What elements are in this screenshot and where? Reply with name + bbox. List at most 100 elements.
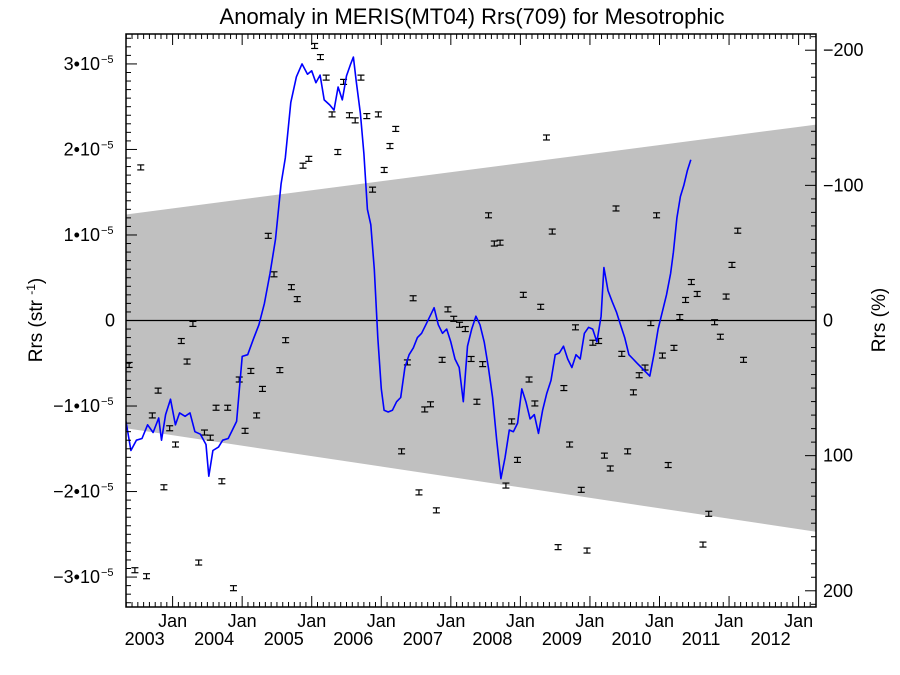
x-tick-label-month: Jan: [645, 611, 674, 631]
data-point: [282, 337, 290, 344]
data-point: [716, 333, 724, 340]
x-tick-label-year: 2011: [682, 629, 721, 649]
x-tick-label-year: 2005: [264, 629, 304, 649]
data-point: [264, 232, 272, 239]
x-tick-label-month: Jan: [228, 611, 257, 631]
data-point: [722, 293, 730, 300]
data-point: [612, 205, 620, 212]
data-point: [322, 74, 330, 81]
x-tick-label-month: Jan: [436, 611, 465, 631]
data-point: [653, 212, 661, 219]
y-axis-left: 3•10 −52•10 −51•10 −50−1•10 −5−2•10 −5−3•10 −5: [53, 37, 137, 604]
data-point: [398, 448, 406, 455]
data-point: [241, 427, 249, 434]
data-point: [519, 291, 527, 298]
data-point: [200, 429, 208, 436]
y2-tick-label: −100: [823, 175, 864, 195]
x-tick-label-month: Jan: [784, 611, 813, 631]
x-tick-label-month: Jan: [367, 611, 396, 631]
data-point: [508, 418, 516, 425]
x-tick-label-year: 2009: [542, 629, 582, 649]
data-point: [247, 367, 255, 375]
data-point: [525, 376, 533, 383]
data-point: [183, 358, 191, 365]
data-point: [444, 306, 452, 313]
y-tick-exponent: −5: [101, 54, 114, 66]
data-point: [740, 356, 748, 363]
y-axis-right: −200 −100 0 100 200: [805, 36, 864, 605]
confidence-band: [126, 124, 816, 532]
y-tick-exponent: −5: [101, 225, 114, 237]
data-point: [711, 319, 719, 326]
data-point: [583, 547, 591, 554]
data-point: [658, 352, 666, 359]
data-point: [606, 465, 614, 472]
data-point: [566, 441, 574, 448]
data-point: [502, 482, 510, 489]
data-point: [334, 148, 342, 156]
x-axis: Jan2003Jan2004Jan2005Jan2006Jan2007Jan20…: [125, 34, 817, 649]
data-point: [189, 320, 197, 328]
data-point: [456, 321, 464, 328]
y-tick-label: 2•10: [64, 139, 100, 159]
y-axis-label: Rrs (str -1): [24, 278, 47, 363]
data-point: [293, 296, 301, 303]
data-point: [624, 448, 632, 455]
data-point: [548, 228, 556, 235]
data-point: [450, 315, 458, 322]
x-tick-label-year: 2006: [333, 629, 373, 649]
data-point: [467, 355, 475, 363]
data-point: [705, 510, 713, 517]
data-point: [328, 111, 336, 118]
y-tick-exponent: −5: [101, 396, 114, 408]
data-point: [513, 456, 521, 464]
data-point: [270, 271, 278, 278]
y-tick-label: −1•10: [53, 396, 100, 416]
data-point: [589, 339, 597, 346]
data-point: [415, 489, 423, 496]
data-point: [432, 507, 440, 514]
data-point: [473, 398, 481, 405]
data-point: [490, 240, 498, 247]
y2-tick-label: 100: [823, 446, 853, 466]
data-point: [177, 337, 185, 345]
data-point: [166, 425, 174, 432]
data-point: [554, 544, 562, 551]
x-tick-label-year: 2008: [472, 629, 512, 649]
x-tick-label-month: Jan: [575, 611, 604, 631]
data-point: [148, 412, 156, 419]
data-point: [316, 53, 324, 61]
x-tick-label-year: 2012: [751, 629, 791, 649]
data-point: [206, 434, 214, 441]
data-point: [305, 155, 313, 162]
data-point: [374, 111, 382, 118]
data-point: [496, 239, 504, 246]
x-tick-label-month: Jan: [297, 611, 326, 631]
data-point: [276, 367, 284, 374]
y2-axis-label: Rrs (%): [869, 288, 890, 352]
plot-area: [125, 33, 817, 608]
data-point: [392, 125, 400, 133]
data-point: [571, 324, 579, 331]
data-point: [154, 387, 162, 394]
data-point: [577, 486, 585, 493]
data-point: [629, 389, 637, 396]
data-point: [143, 573, 151, 580]
data-point: [351, 117, 359, 124]
data-point: [600, 452, 608, 459]
x-tick-label-year: 2004: [194, 629, 234, 649]
data-point: [641, 364, 649, 371]
data-point: [479, 361, 487, 368]
data-point: [427, 401, 435, 408]
data-point: [363, 113, 371, 120]
y-tick-exponent: −5: [101, 482, 114, 494]
data-point: [682, 296, 690, 304]
data-point: [131, 567, 139, 574]
data-point: [380, 166, 388, 174]
data-point: [212, 404, 220, 411]
data-point: [409, 295, 417, 302]
data-point: [531, 400, 539, 407]
data-point: [664, 461, 672, 469]
data-point: [137, 164, 145, 171]
data-point: [160, 484, 168, 491]
